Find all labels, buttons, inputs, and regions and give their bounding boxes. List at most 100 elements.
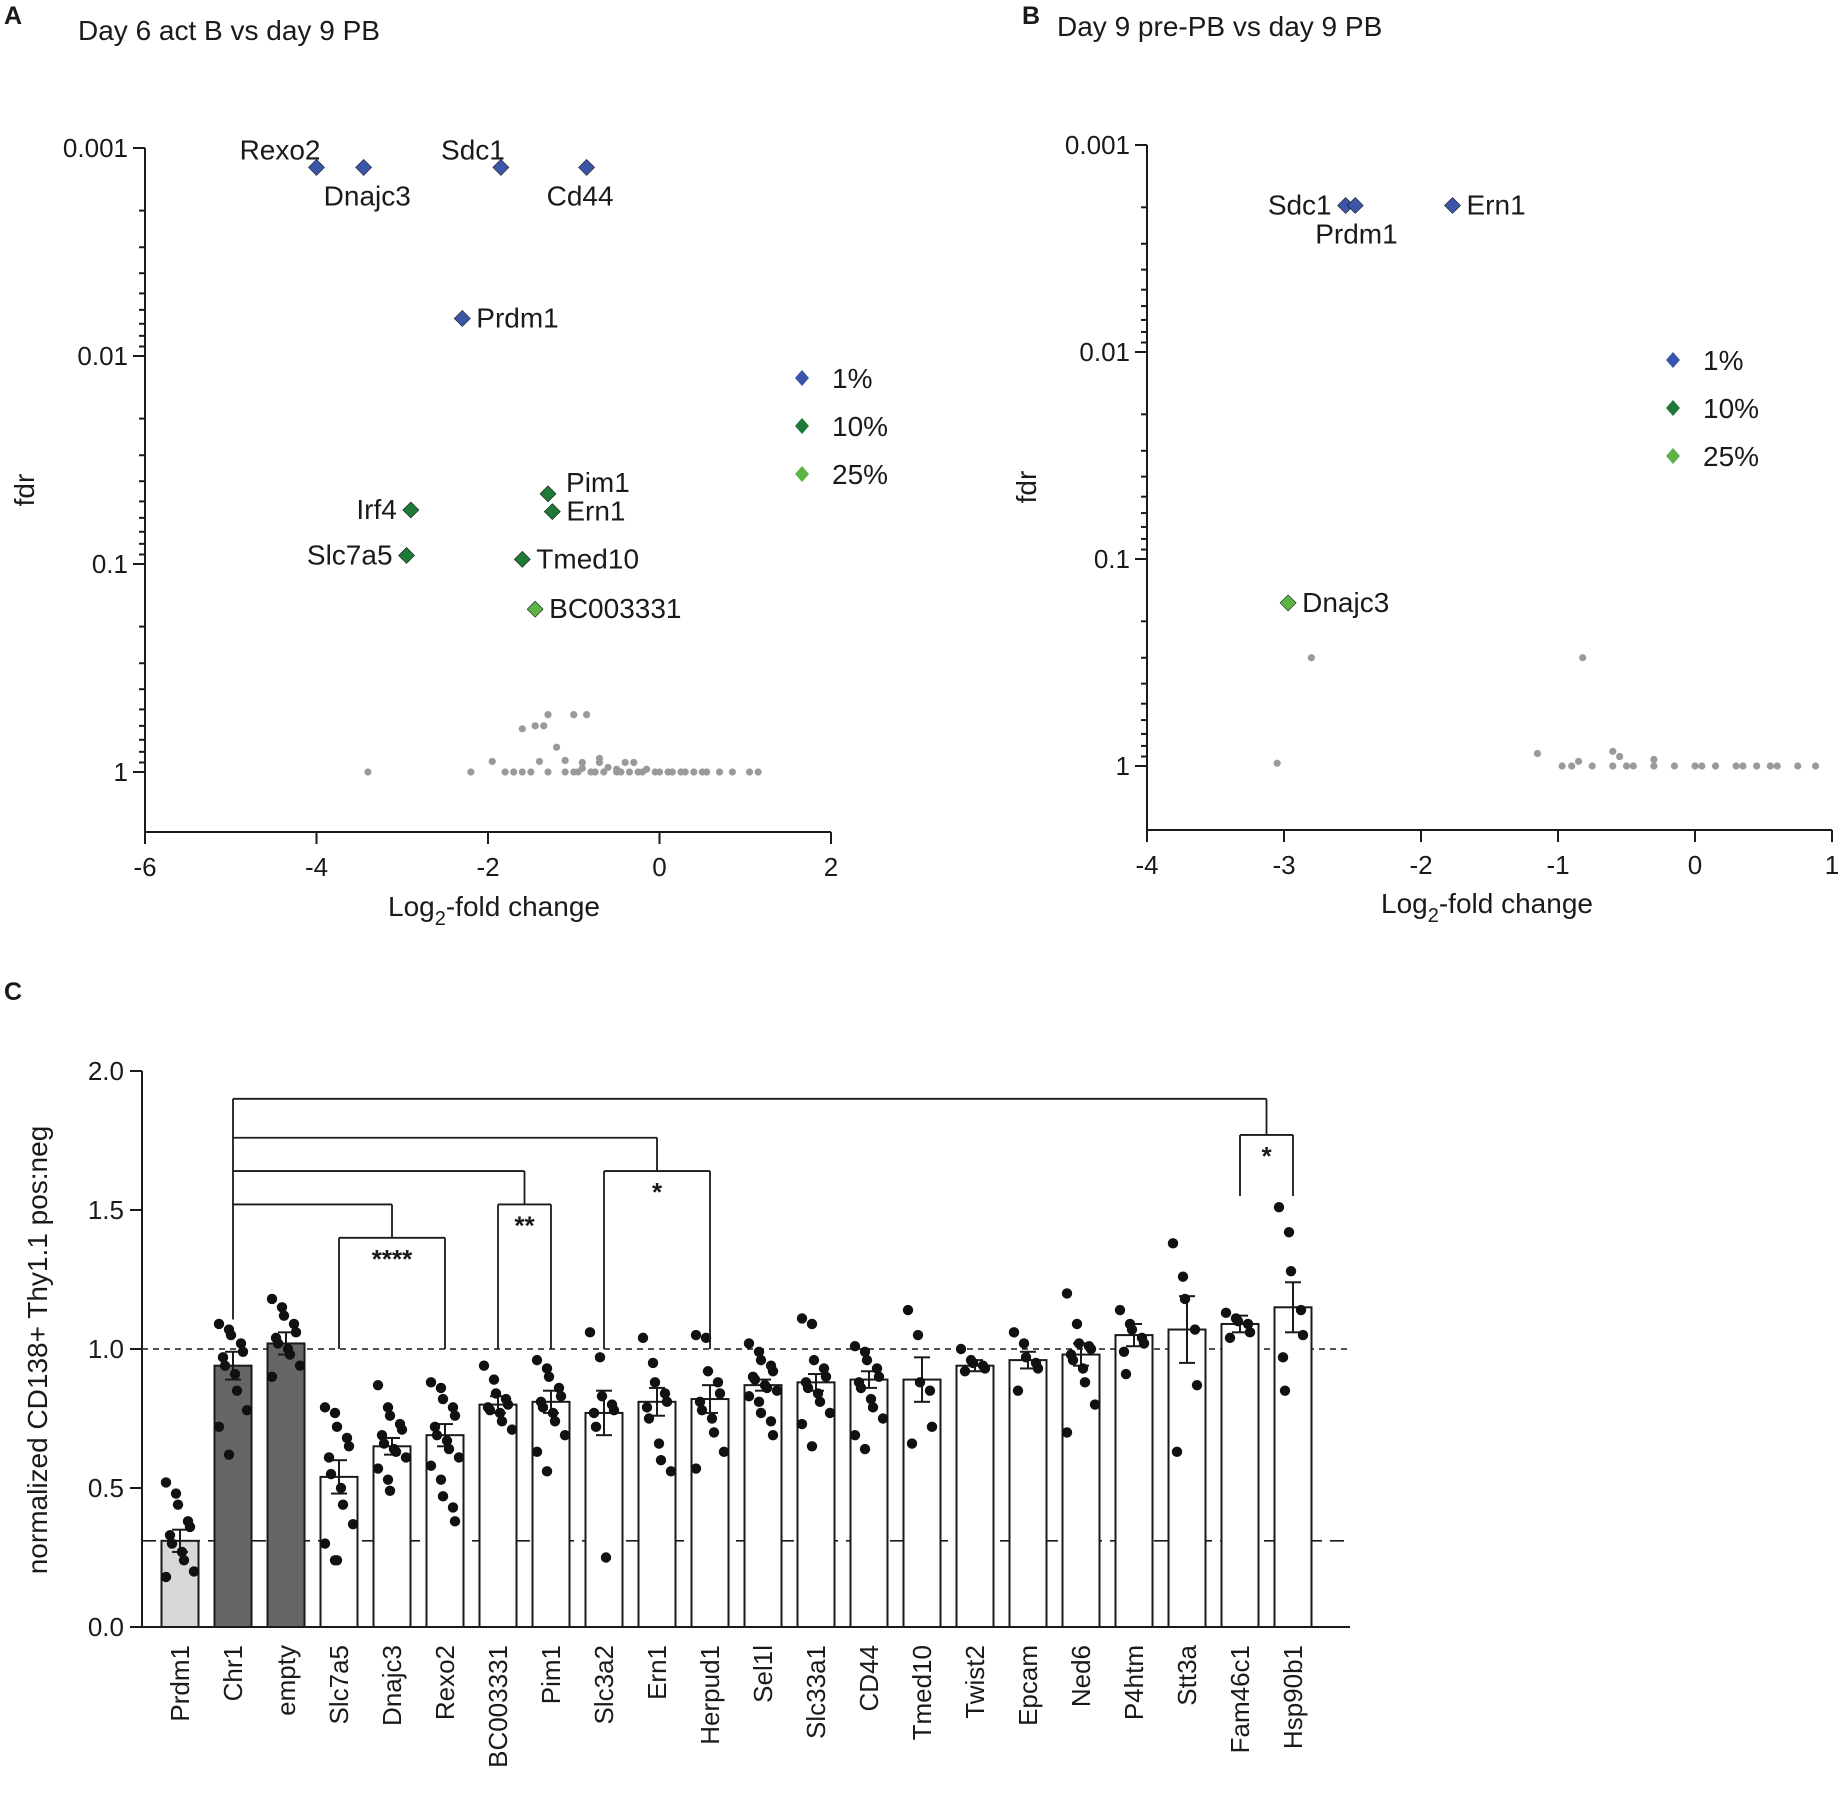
panel-a-nonsig-point bbox=[595, 758, 604, 767]
panel-c-point bbox=[559, 1429, 571, 1441]
panel-c-point bbox=[435, 1382, 447, 1394]
panel-a-x-tick-label: 0 bbox=[652, 852, 666, 882]
panel-c-point bbox=[859, 1443, 871, 1455]
panel-c-point bbox=[1114, 1304, 1126, 1316]
panel-c-x-tick-label: Pim1 bbox=[536, 1645, 566, 1704]
panel-c-point bbox=[337, 1499, 349, 1510]
panel-c-point bbox=[771, 1385, 783, 1396]
panel-c-point bbox=[600, 1552, 612, 1563]
panel-b-legend-label-10: 10% bbox=[1703, 393, 1759, 424]
panel-b-x-ticks: -4 -3 -2 -1 0 1 bbox=[1135, 830, 1839, 880]
panel-b: B Day 9 pre-PB vs day 9 PB 0.001 0.01 0.1 1… bbox=[1011, 2, 1839, 927]
panel-c-point bbox=[855, 1382, 867, 1394]
panel-c-point bbox=[160, 1477, 172, 1488]
panel-b-nonsig-point bbox=[1609, 762, 1617, 770]
panel-c-x-tick-label: Stt3a bbox=[1172, 1644, 1202, 1705]
panel-c-point bbox=[382, 1402, 394, 1413]
panel-a-nonsig-point bbox=[578, 758, 586, 767]
panel-c-point bbox=[1177, 1271, 1189, 1282]
panel-c-point bbox=[166, 1538, 178, 1549]
panel-a-y-tick-label: 1 bbox=[114, 757, 128, 787]
panel-c-point bbox=[871, 1363, 883, 1374]
panel-a-nonsig-point bbox=[540, 722, 548, 730]
panel-c-point bbox=[1244, 1327, 1256, 1338]
panel-c-point bbox=[743, 1391, 755, 1402]
panel-b-nonsig-point bbox=[1574, 757, 1583, 765]
panel-c-point bbox=[178, 1555, 190, 1566]
panel-b-x-label-rest: -fold change bbox=[1439, 888, 1593, 919]
panel-c-x-tick-label: Epcam bbox=[1013, 1645, 1043, 1726]
panel-c-point bbox=[1120, 1368, 1132, 1380]
panel-a-x-tick-label: -4 bbox=[305, 852, 328, 882]
panel-c-point bbox=[1189, 1324, 1201, 1335]
panel-c-y-tick-label: 1.5 bbox=[88, 1195, 124, 1225]
panel-b-x-label-main: Log bbox=[1381, 888, 1428, 919]
panel-c-point bbox=[288, 1318, 300, 1330]
panel-c-point bbox=[431, 1429, 443, 1441]
panel-a-nonsig-point bbox=[745, 768, 754, 776]
panel-a-label-irf4: Irf4 bbox=[356, 494, 396, 525]
panel-c-point bbox=[237, 1346, 249, 1357]
panel-a-nonsig-point bbox=[634, 768, 642, 776]
panel-b-y-tick-label: 1 bbox=[1116, 751, 1130, 781]
panel-c-x-tick-label: Rexo2 bbox=[430, 1645, 460, 1720]
panel-b-nonsig-point bbox=[1629, 762, 1637, 770]
panel-a-label-prdm1: Prdm1 bbox=[476, 302, 558, 333]
panel-a-legend-marker-1 bbox=[795, 370, 809, 386]
panel-c-x-tick-label: Ned6 bbox=[1066, 1645, 1096, 1707]
panel-b-letter: B bbox=[1022, 2, 1040, 30]
panel-b-y-tick-label: 0.001 bbox=[1065, 130, 1130, 160]
panel-c-point bbox=[335, 1482, 347, 1494]
panel-c-point bbox=[506, 1424, 518, 1435]
panel-c-point bbox=[341, 1432, 353, 1444]
panel-a-nonsig-point bbox=[561, 768, 569, 776]
panel-a-point-sdc1 bbox=[492, 159, 510, 176]
panel-a-nonsig-point bbox=[467, 768, 475, 776]
panel-c-bar-ern1 bbox=[637, 1400, 677, 1628]
panel-a-nonsig-point bbox=[668, 768, 676, 776]
panel-c-point bbox=[665, 1466, 677, 1477]
panel-c-point bbox=[266, 1293, 278, 1305]
panel-c-significance-label: ** bbox=[514, 1210, 535, 1240]
panel-c-point bbox=[637, 1332, 649, 1344]
panel-b-label-prdm1: Prdm1 bbox=[1315, 218, 1397, 249]
panel-c-point bbox=[1138, 1338, 1150, 1349]
panel-c-point bbox=[217, 1352, 229, 1363]
panel-a-nonsig-point bbox=[698, 768, 706, 776]
panel-c-point bbox=[229, 1368, 241, 1380]
panel-c-point bbox=[225, 1329, 237, 1341]
panel-c-point bbox=[712, 1377, 724, 1388]
panel-c-bar-epcam bbox=[1008, 1359, 1048, 1628]
panel-a-nonsig-point bbox=[561, 756, 569, 765]
panel-c-point bbox=[376, 1429, 388, 1441]
panel-c-point bbox=[176, 1546, 188, 1558]
panel-c-point bbox=[553, 1382, 565, 1394]
panel-a-nonsig-point bbox=[617, 768, 625, 776]
panel-c-point bbox=[372, 1463, 384, 1474]
panel-b-x-label: Log2-fold change bbox=[1381, 888, 1593, 927]
panel-c-point bbox=[1018, 1338, 1030, 1349]
panel-c-point bbox=[1020, 1352, 1032, 1363]
panel-c-point bbox=[959, 1366, 971, 1377]
panel-a-nonsig-points bbox=[364, 711, 762, 776]
panel-a-nonsig-point bbox=[715, 768, 724, 776]
panel-c-point bbox=[1061, 1288, 1073, 1299]
panel-c-point bbox=[549, 1416, 561, 1427]
panel-a-label-bc003331: BC003331 bbox=[549, 593, 681, 624]
panel-a-title: Day 6 act B vs day 9 PB bbox=[78, 15, 380, 46]
panel-a-label-slc7a5: Slc7a5 bbox=[307, 539, 393, 570]
panel-b-point-dnajc3 bbox=[1279, 594, 1297, 612]
panel-b-y-label: fdr bbox=[1011, 471, 1042, 504]
panel-c-point bbox=[967, 1357, 979, 1369]
panel-c-point bbox=[502, 1399, 514, 1410]
panel-a-nonsig-point bbox=[510, 768, 518, 776]
panel-c-point bbox=[496, 1416, 508, 1427]
panel-b-legend-label-25: 25% bbox=[1703, 441, 1759, 472]
panel-c-point bbox=[235, 1338, 247, 1349]
panel-c-point bbox=[806, 1441, 818, 1452]
panel-c-point bbox=[1283, 1227, 1295, 1238]
panel-c-point bbox=[643, 1413, 655, 1424]
panel-b-x-label-sub: 2 bbox=[1428, 905, 1439, 927]
panel-b-nonsig-point bbox=[1811, 762, 1820, 770]
